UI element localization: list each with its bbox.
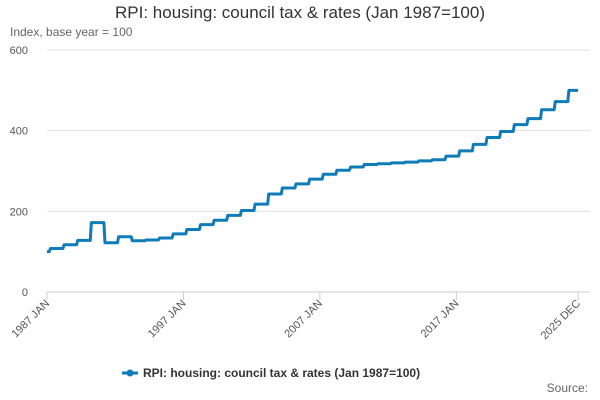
legend-marker — [126, 369, 134, 377]
x-tick-label: 2007 JAN — [282, 298, 325, 341]
y-tick-label: 200 — [10, 206, 28, 218]
chart-subtitle: Index, base year = 100 — [10, 25, 133, 39]
y-tick-label: 600 — [10, 45, 28, 57]
legend-label: RPI: housing: council tax & rates (Jan 1… — [143, 366, 420, 380]
y-tick-label: 0 — [22, 287, 28, 299]
source: Source: — [547, 381, 588, 395]
x-tick-label: 1997 JAN — [146, 298, 189, 341]
y-tick-label: 400 — [10, 126, 28, 138]
x-tick-label: 2017 JAN — [419, 298, 462, 341]
x-tick-label: 2025 DEC — [539, 298, 583, 342]
chart-title: RPI: housing: council tax & rates (Jan 1… — [115, 3, 485, 22]
data-line — [47, 88, 578, 254]
x-tick-label: 1987 JAN — [9, 298, 52, 341]
